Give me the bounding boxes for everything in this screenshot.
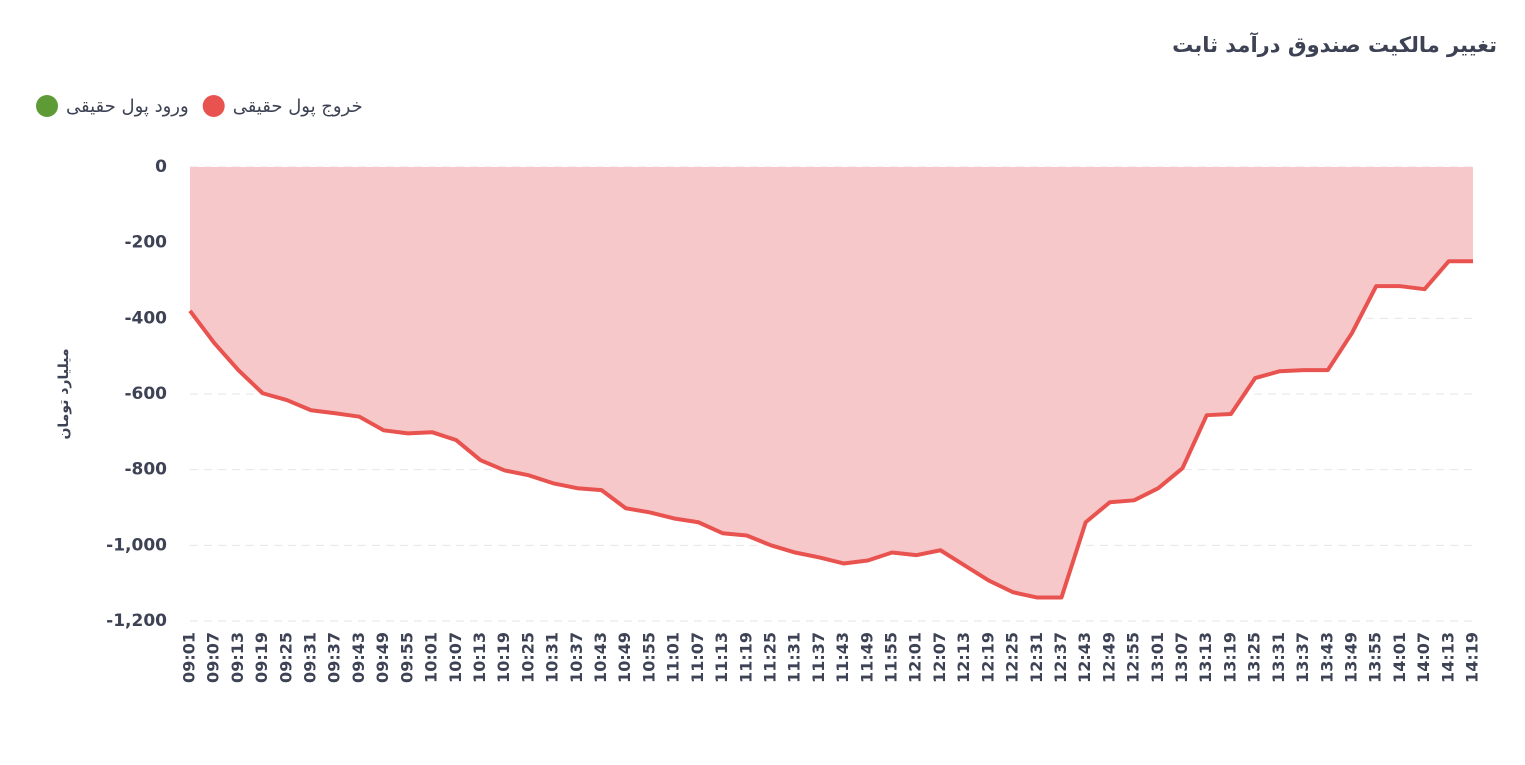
- x-tick-label: 12:37: [1051, 632, 1070, 683]
- x-tick-label: 10:55: [639, 632, 658, 683]
- x-tick-label: 10:37: [567, 632, 586, 683]
- x-tick-label: 10:01: [422, 632, 441, 683]
- y-axis-label: میلیارد تومان: [56, 348, 72, 439]
- x-tick-label: 09:13: [228, 632, 247, 683]
- y-tick-label: -600: [124, 384, 167, 404]
- x-tick-label: 12:49: [1099, 632, 1118, 683]
- x-tick-label: 13:25: [1245, 632, 1264, 683]
- x-tick-label: 11:55: [882, 632, 901, 683]
- y-tick-label: 0: [155, 157, 167, 177]
- x-tick-label: 14:01: [1390, 632, 1409, 683]
- x-tick-label: 10:19: [494, 632, 513, 683]
- x-tick-label: 09:43: [349, 632, 368, 683]
- x-tick-label: 12:25: [1003, 632, 1022, 683]
- legend-marker: [36, 95, 58, 117]
- x-tick-label: 13:19: [1220, 632, 1239, 683]
- x-tick-label: 11:37: [809, 632, 828, 683]
- x-tick-label: 12:07: [930, 632, 949, 683]
- x-tick-label: 12:43: [1075, 632, 1094, 683]
- x-tick-label: 09:49: [373, 632, 392, 683]
- area-fill: [190, 167, 1473, 598]
- y-tick-label: -200: [124, 233, 167, 253]
- x-tick-label: 10:31: [543, 632, 562, 683]
- x-tick-label: 11:01: [664, 632, 683, 683]
- legend-label: خروج پول حقیقی: [233, 96, 363, 117]
- x-tick-label: 12:13: [954, 632, 973, 683]
- y-tick-label: -400: [124, 308, 167, 328]
- x-tick-label: 13:01: [1148, 632, 1167, 683]
- x-tick-label: 11:25: [760, 632, 779, 683]
- x-tick-label: 11:19: [736, 632, 755, 683]
- legend-marker: [202, 95, 225, 117]
- y-tick-label: -800: [124, 460, 167, 480]
- x-tick-label: 13:55: [1366, 632, 1385, 683]
- y-tick-label: -1,200: [106, 611, 167, 631]
- x-tick-label: 09:25: [276, 632, 295, 683]
- x-tick-label: 13:31: [1269, 632, 1288, 683]
- x-tick-label: 14:13: [1438, 632, 1457, 683]
- x-tick-label: 12:19: [978, 632, 997, 683]
- x-tick-label: 14:07: [1414, 632, 1433, 683]
- y-tick-label: -1,000: [106, 535, 167, 555]
- chart-title: تغییر مالکیت صندوق درآمد ثابت: [1172, 32, 1497, 57]
- x-tick-label: 09:55: [397, 632, 416, 683]
- x-tick-label: 10:25: [518, 632, 537, 683]
- x-tick-label: 09:07: [204, 632, 223, 683]
- x-tick-label: 09:01: [180, 632, 199, 683]
- x-tick-label: 12:55: [1124, 632, 1143, 683]
- x-tick-label: 13:37: [1293, 632, 1312, 683]
- x-tick-label: 13:49: [1341, 632, 1360, 683]
- x-tick-label: 12:01: [906, 632, 925, 683]
- x-tick-label: 13:07: [1172, 632, 1191, 683]
- x-tick-label: 09:31: [301, 632, 320, 683]
- x-tick-label: 10:13: [470, 632, 489, 683]
- x-tick-label: 14:19: [1463, 632, 1482, 683]
- x-tick-label: 10:07: [446, 632, 465, 683]
- x-tick-label: 10:49: [615, 632, 634, 683]
- x-tick-label: 13:43: [1317, 632, 1336, 683]
- x-tick-label: 11:13: [712, 632, 731, 683]
- x-tick-label: 11:07: [688, 632, 707, 683]
- x-tick-label: 11:31: [785, 632, 804, 683]
- x-tick-label: 10:43: [591, 632, 610, 683]
- x-tick-label: 11:49: [857, 632, 876, 683]
- x-tick-label: 12:31: [1027, 632, 1046, 683]
- x-tick-label: 09:37: [325, 632, 344, 683]
- x-tick-label: 13:13: [1196, 632, 1215, 683]
- area-line: [188, 259, 1473, 600]
- x-tick-label: 11:43: [833, 632, 852, 683]
- x-tick-label: 09:19: [252, 632, 271, 683]
- legend-label: ورود پول حقیقی: [66, 96, 189, 117]
